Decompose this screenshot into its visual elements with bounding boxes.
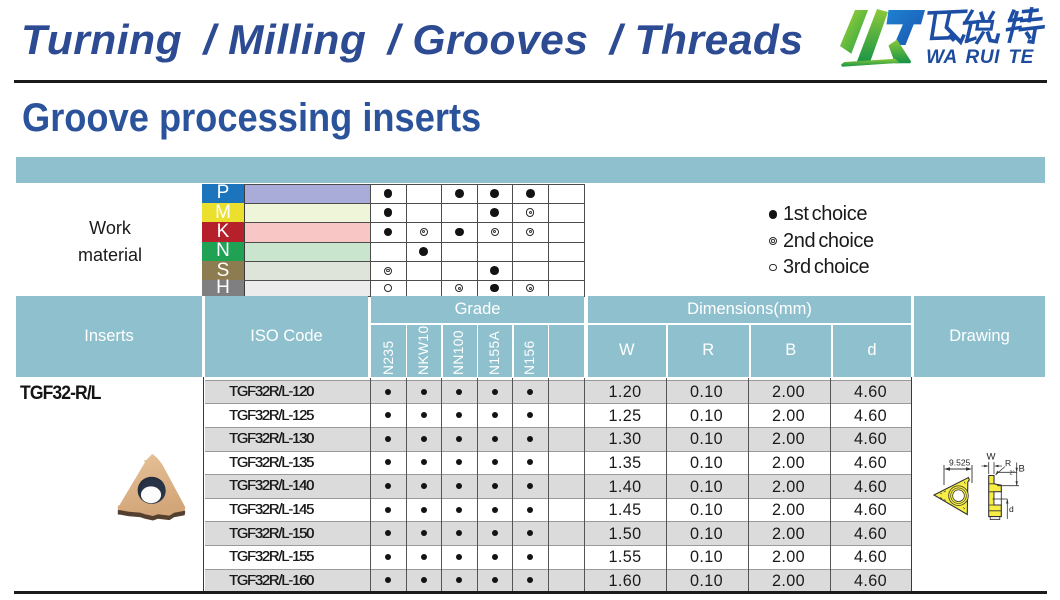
svg-text:9.525: 9.525 [949,458,971,468]
svg-text:d: d [1009,504,1014,514]
svg-text:B: B [1019,464,1025,475]
svg-text:W: W [987,452,996,463]
svg-text:2°: 2° [1010,471,1015,477]
svg-text:R: R [1005,458,1011,468]
